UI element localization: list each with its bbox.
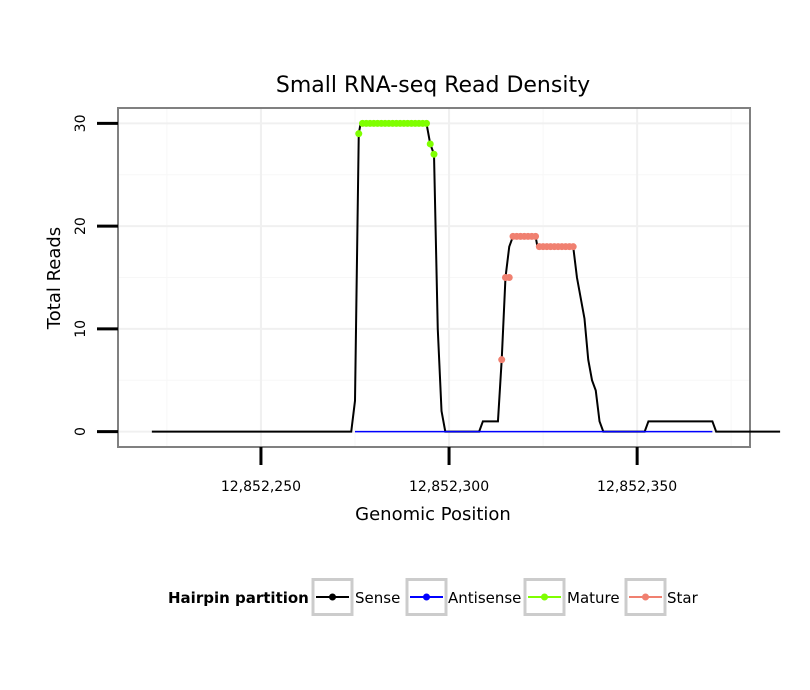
y-tick-label: 20 — [73, 217, 89, 235]
legend: Hairpin partition Sense Antisense Mature St… — [168, 578, 699, 616]
x-axis-title: Genomic Position — [355, 504, 511, 525]
legend-marker-mature — [541, 593, 548, 601]
x-tick-label: 12,852,250 — [221, 479, 301, 495]
legend-label-star: Star — [667, 589, 699, 607]
legend-label-mature: Mature — [567, 589, 620, 607]
grid — [118, 108, 750, 447]
x-tick-label: 12,852,300 — [409, 479, 489, 495]
data-point-star — [498, 356, 506, 364]
data-point-mature — [422, 119, 430, 127]
legend-marker-star — [642, 593, 649, 601]
data-point-mature — [426, 140, 434, 148]
y-tick-label: 10 — [73, 320, 89, 338]
legend-label-sense: Sense — [355, 589, 400, 607]
plot-panel-border — [117, 107, 751, 448]
chart-title: Small RNA-seq Read Density — [276, 73, 590, 98]
legend-marker-antisense — [423, 593, 430, 601]
y-tick-label: 30 — [73, 114, 89, 132]
data-point-star — [505, 274, 513, 281]
series — [151, 119, 781, 433]
data-point-mature — [355, 130, 363, 138]
legend-label-antisense: Antisense — [448, 589, 521, 607]
legend-title: Hairpin partition — [168, 589, 309, 607]
axes: 0 10 20 30 12,852,250 12,852,300 12,852,350 — [73, 114, 677, 495]
data-point-star — [532, 232, 540, 240]
x-tick-label: 12,852,350 — [597, 479, 677, 495]
series-line-sense — [151, 122, 781, 433]
data-point-star — [569, 243, 577, 251]
y-axis-title: Total Reads — [44, 227, 65, 330]
data-point-mature — [430, 150, 438, 158]
legend-marker-sense — [329, 593, 336, 601]
y-tick-label: 0 — [73, 427, 89, 436]
